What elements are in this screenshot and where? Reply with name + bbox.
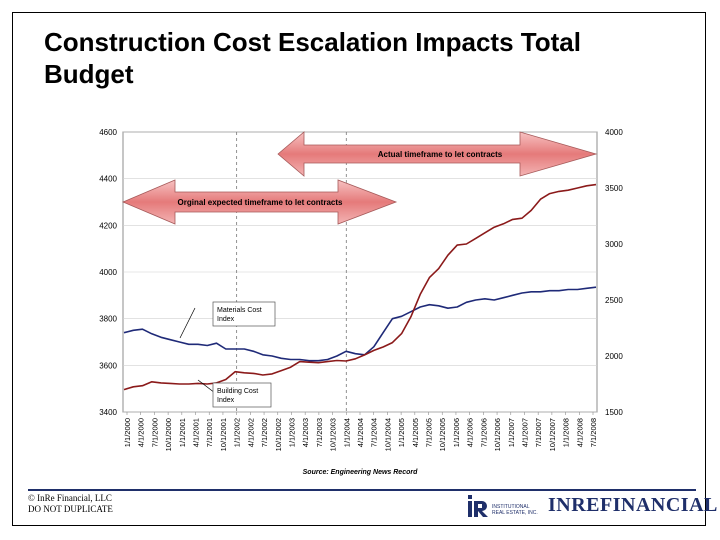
- slide-border: [12, 12, 706, 526]
- x-axis-tick-label: 7/1/2002: [260, 418, 269, 447]
- x-axis-tick-label: 1/1/2005: [397, 418, 406, 447]
- materials-callout-label: Materials Cost Index: [217, 307, 264, 323]
- right-axis-tick-label: 3500: [605, 184, 623, 193]
- right-axis-tick-label: 3000: [605, 240, 623, 249]
- building-callout-line: [197, 379, 216, 394]
- x-axis-tick-label: 7/1/2006: [479, 418, 488, 447]
- x-axis-tick-label: 10/1/2007: [548, 418, 557, 451]
- x-axis-tick-label: 4/1/2008: [575, 418, 584, 447]
- x-axis-tick-label: 7/1/2007: [534, 418, 543, 447]
- x-axis-tick-label: 10/1/2001: [219, 418, 228, 451]
- actual-timeframe-label: Actual timeframe to let contracts: [378, 150, 503, 159]
- x-axis-tick-label: 1/1/2006: [452, 418, 461, 447]
- x-axis-tick-label: 1/1/2007: [507, 418, 516, 447]
- x-axis-tick-label: 7/1/2003: [315, 418, 324, 447]
- left-axis-tick-label: 4200: [99, 221, 117, 230]
- institutional-logo-text: INSTITUTIONAL REAL ESTATE, INC.: [492, 504, 538, 516]
- x-axis-tick-label: 7/1/2008: [589, 418, 598, 447]
- x-axis-tick-label: 4/1/2001: [192, 418, 201, 447]
- left-axis-tick-label: 3400: [99, 408, 117, 417]
- building-callout-box: [212, 382, 272, 408]
- chart-source: Source: Engineering News Record: [303, 469, 418, 476]
- x-axis-tick-label: 7/1/2005: [425, 418, 434, 447]
- institutional-logo-icon: [468, 495, 488, 517]
- x-axis-tick-label: 1/1/2008: [562, 418, 571, 447]
- footer-rule: [28, 489, 696, 491]
- x-axis-tick-label: 4/1/2004: [356, 418, 365, 447]
- x-axis-tick-label: 10/1/2000: [164, 418, 173, 451]
- x-axis-tick-label: 4/1/2005: [411, 418, 420, 447]
- right-axis-tick-label: 4000: [605, 128, 623, 137]
- x-axis-tick-label: 1/1/2000: [123, 418, 132, 447]
- materials-callout-line: [179, 307, 196, 339]
- x-axis-tick-label: 10/1/2004: [383, 418, 392, 451]
- x-axis-tick-label: 1/1/2003: [287, 418, 296, 447]
- left-axis-tick-label: 3600: [99, 361, 117, 370]
- original-timeframe-label: Orginal expected timeframe to let contra…: [178, 198, 343, 207]
- cost-escalation-chart: 3400 3600 3800 4000 4200 4400 4600 1500 2000 250…: [99, 128, 623, 476]
- slide-title: Construction Cost Escalation Impacts Tot…: [44, 27, 581, 89]
- materials-callout-box: [212, 301, 276, 327]
- inre-financial-logo: INREFINANCIAL: [548, 494, 718, 516]
- x-axis-tick-label: 7/1/2000: [150, 418, 159, 447]
- left-axis-tick-label: 4600: [99, 128, 117, 137]
- x-axis-tick-label: 7/1/2004: [370, 418, 379, 447]
- x-axis-tick-label: 4/1/2007: [520, 418, 529, 447]
- copyright-line: © InRe Financial, LLC: [28, 493, 112, 503]
- original-timeframe-arrow: [121, 179, 398, 225]
- x-axis-tick-label: 4/1/2000: [137, 418, 146, 447]
- x-axis-tick-label: 10/1/2003: [329, 418, 338, 451]
- right-axis-tick-label: 2000: [605, 352, 623, 361]
- building-callout-label: Building Cost Index: [217, 388, 260, 404]
- x-axis-tick-label: 1/1/2001: [178, 418, 187, 447]
- x-axis-tick-label: 4/1/2003: [301, 418, 310, 447]
- left-axis-tick-label: 4400: [99, 175, 117, 184]
- right-axis-tick-label: 1500: [605, 408, 623, 417]
- x-axis-tick-label: 7/1/2001: [205, 418, 214, 447]
- x-axis-tick-label: 1/1/2004: [342, 418, 351, 447]
- no-duplicate-line: DO NOT DUPLICATE: [28, 504, 113, 514]
- x-axis-tick-label: 10/1/2006: [493, 418, 502, 451]
- x-axis-tick-label: 4/1/2006: [466, 418, 475, 447]
- left-axis-tick-label: 4000: [99, 268, 117, 277]
- x-axis-tick-label: 4/1/2002: [246, 418, 255, 447]
- x-axis-tick-label: 10/1/2005: [438, 418, 447, 451]
- x-axis-tick-label: 10/1/2002: [274, 418, 283, 451]
- left-axis-tick-label: 3800: [99, 315, 117, 324]
- right-axis-tick-label: 2500: [605, 296, 623, 305]
- copyright-notice: © InRe Financial, LLC DO NOT DUPLICATE: [28, 493, 113, 515]
- materials-cost-index-line: [123, 286, 597, 362]
- x-axis-tick-label: 1/1/2002: [233, 418, 242, 447]
- actual-timeframe-arrow: [277, 131, 598, 177]
